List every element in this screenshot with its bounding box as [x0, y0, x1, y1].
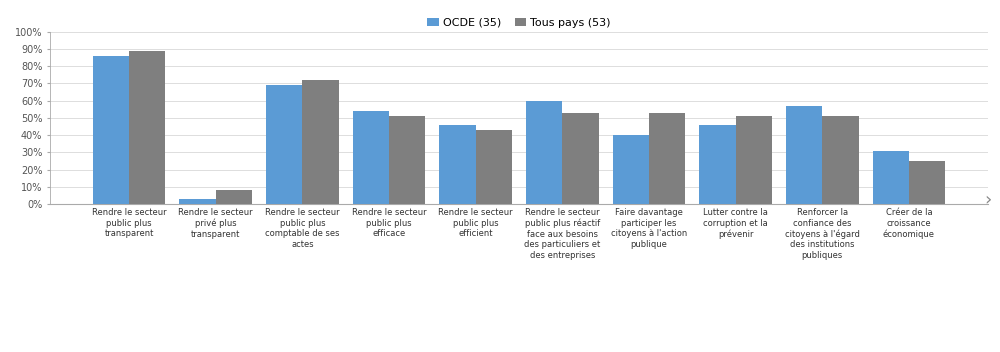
- Bar: [613, 135, 649, 204]
- Bar: [216, 190, 252, 204]
- Bar: [562, 113, 599, 204]
- Bar: [93, 56, 129, 204]
- Text: ›: ›: [984, 191, 992, 210]
- Bar: [389, 116, 425, 204]
- Bar: [302, 80, 339, 204]
- Bar: [873, 151, 909, 204]
- Bar: [736, 116, 772, 204]
- Legend: OCDE (35), Tous pays (53): OCDE (35), Tous pays (53): [423, 13, 615, 32]
- Bar: [909, 161, 945, 204]
- Bar: [526, 101, 562, 204]
- Bar: [699, 125, 736, 204]
- Bar: [476, 130, 512, 204]
- Bar: [439, 125, 476, 204]
- Bar: [822, 116, 859, 204]
- Bar: [786, 106, 822, 204]
- Bar: [266, 85, 302, 204]
- Bar: [179, 199, 216, 204]
- Bar: [353, 111, 389, 204]
- Bar: [129, 51, 165, 204]
- Bar: [649, 113, 685, 204]
